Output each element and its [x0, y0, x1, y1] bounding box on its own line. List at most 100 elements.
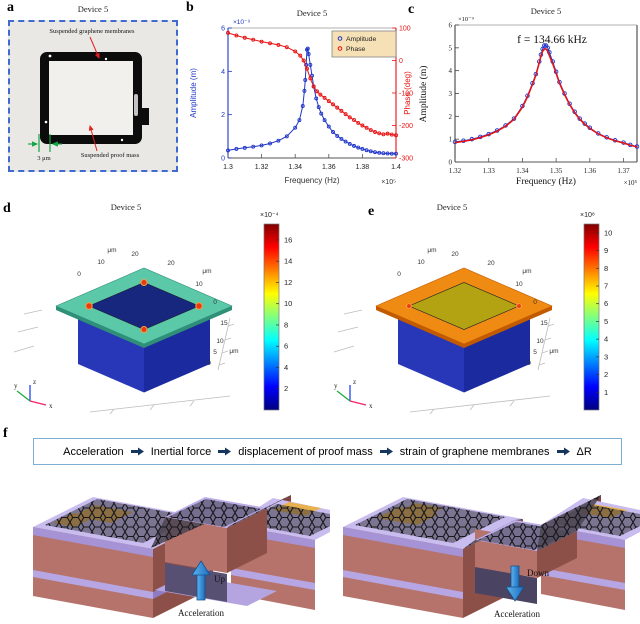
colorbar-d: ×10⁻⁴ 2 4 6 8 10 12 14 16 — [260, 212, 292, 411]
chart-b-yleft-exponent: ×10⁻⁹ — [233, 19, 250, 26]
axis-tick-label: 0 — [527, 360, 531, 367]
stress-hotspot — [140, 279, 148, 286]
mass-arrow — [88, 125, 98, 152]
axis-tick-label: 5 — [533, 349, 537, 356]
flow-step-delta-r: ΔR — [576, 445, 592, 458]
series-point — [226, 30, 230, 35]
triad-label: z — [353, 378, 356, 386]
scene-guide — [429, 408, 435, 415]
mass-annotation: Suspended proof mass — [80, 152, 140, 159]
scene-guide — [537, 317, 551, 371]
y-tick-label: -300 — [399, 156, 413, 163]
series-line — [227, 32, 397, 136]
scene-guide — [109, 408, 115, 415]
y-tick-label: -100 — [399, 91, 413, 98]
series-point — [303, 78, 308, 82]
scene-guide — [221, 350, 229, 354]
y-axis-arrow — [336, 390, 351, 402]
flow-arrow-icon — [556, 447, 570, 456]
flow-diagram-box: Acceleration Inertial force displacement… — [33, 438, 622, 465]
y-tick-label: 6 — [449, 22, 453, 30]
series-point — [331, 102, 335, 107]
series-point — [356, 120, 361, 125]
chart-b-plot-area: 1.3 1.32 1.34 1.36 1.38 1.4 0 2 4 6 -300 -200 -100 0 1… — [221, 26, 413, 172]
speck — [120, 138, 124, 142]
chart-c: Device 5 f = 134.66 kHz ×10⁻⁹ Frequency … — [418, 6, 640, 187]
triad-label: y — [14, 382, 18, 390]
triad-label: z — [33, 378, 36, 386]
cavity-shadow — [475, 567, 537, 604]
fit-line — [454, 48, 638, 148]
chart-c-plot-area: 1.32 1.33 1.34 1.35 1.36 1.37 0 1 2 3 4 5 6 — [449, 22, 640, 175]
chart-b-x-exponent: ×10⁵ — [381, 179, 396, 186]
stress-hotspot — [140, 326, 148, 333]
y-tick-label: 4 — [449, 67, 453, 75]
axis-tick-label: μm — [427, 247, 436, 254]
axis-tick-label: 5 — [213, 349, 217, 356]
chart-b-legend: Amplitude Phase — [331, 30, 397, 58]
series-point — [310, 73, 314, 78]
x-tick-label: 1.34 — [516, 167, 529, 175]
chart-b-ylabel-left: Amplitude (m) — [189, 68, 198, 118]
series-point — [293, 49, 298, 54]
down-caption: Acceleration — [494, 609, 540, 619]
chart-c-xlabel: Frequency (Hz) — [516, 176, 576, 187]
coordinate-triad: z y x — [334, 378, 373, 410]
chart-b-ylabel-right: Phase (deg) — [403, 71, 412, 115]
graphene-membrane — [45, 499, 195, 543]
y-tick-label: 0 — [399, 58, 403, 65]
panel-d-title: Device 5 — [110, 202, 142, 212]
axis-tick-label: 10 — [97, 259, 105, 266]
series-point — [335, 105, 340, 110]
scene-guide — [149, 404, 155, 411]
series-point — [377, 150, 382, 155]
colorbar-tick-label: 1 — [604, 388, 608, 397]
chart-c-y-exponent: ×10⁻⁹ — [458, 16, 475, 23]
colorbar-exponent: ×10⁸ — [580, 212, 595, 219]
series-point — [234, 146, 239, 151]
graphene-membrane — [355, 499, 505, 543]
scene-guide — [89, 395, 231, 413]
x-axis-arrow — [349, 400, 367, 406]
axis-tick-label: μm — [229, 348, 238, 355]
axis-tick-label: 20 — [451, 251, 459, 258]
up-arrow-head — [191, 560, 211, 576]
axis-tick-label: 10 — [536, 338, 544, 345]
y-tick-label: -200 — [399, 123, 413, 130]
series-point — [331, 130, 335, 134]
scene-guide — [337, 326, 359, 333]
panel-e: e Device 5 μm 0 10 20 20 μm 10 0 15 10 μm 5 0 z y x ×10… — [320, 196, 640, 428]
x-tick-label: 1.4 — [391, 164, 401, 171]
colorbar-tick-label: 10 — [604, 228, 612, 237]
panel-b-label: b — [186, 0, 194, 15]
series-point — [368, 128, 373, 133]
series-point — [259, 143, 264, 148]
colorbar-exponent: ×10⁻⁴ — [260, 212, 279, 219]
y-tick-label: 3 — [449, 90, 453, 98]
colorbar-tick-label: 4 — [284, 363, 288, 372]
legend-marker-phase — [337, 46, 343, 51]
legend-label-amplitude: Amplitude — [346, 36, 376, 43]
colorbar-tick-label: 10 — [284, 299, 292, 308]
coordinate-triad: z y x — [14, 378, 53, 410]
legend-marker-amplitude — [337, 36, 343, 41]
panel-d: d Device 5 μm 0 10 20 20 μm 10 0 15 10 μm 5 0 z y x ×10… — [0, 196, 320, 428]
down-arrow-head — [505, 586, 525, 602]
chart-b: Device 5 ×10⁻⁹ Frequency (Hz) ×10⁵ Ampli… — [189, 8, 413, 186]
device-up-illustration: Up Acceleration — [33, 495, 330, 618]
flow-step-acceleration: Acceleration — [63, 445, 124, 458]
triad-label: x — [369, 402, 373, 410]
chart-c-title: Device 5 — [531, 6, 561, 16]
series-point — [284, 45, 289, 50]
series-point — [242, 35, 247, 40]
x-tick-label: 1.32 — [449, 167, 462, 175]
x-tick-label: 1.34 — [288, 164, 302, 171]
axis-tick-label: μm — [107, 247, 116, 254]
panel-d-label: d — [3, 201, 11, 216]
stress-hotspot — [85, 302, 93, 310]
axis-tick-label: 20 — [131, 251, 139, 258]
series-point — [293, 125, 298, 130]
graphene-membrane-top — [168, 499, 261, 527]
series-point — [347, 115, 352, 120]
